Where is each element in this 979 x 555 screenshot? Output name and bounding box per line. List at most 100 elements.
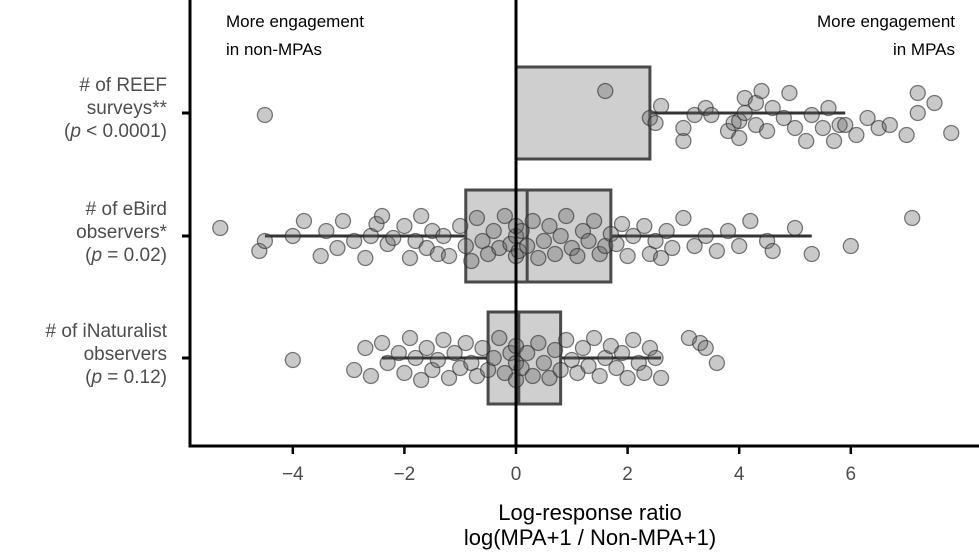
data-point bbox=[379, 354, 396, 372]
data-point bbox=[385, 229, 402, 247]
data-point bbox=[312, 247, 329, 265]
data-point bbox=[535, 354, 553, 372]
p-open: ( bbox=[85, 245, 92, 266]
y-label-inaturalist-p: (p = 0.12) bbox=[46, 366, 167, 389]
data-point bbox=[357, 339, 374, 357]
data-point bbox=[636, 364, 653, 382]
data-point bbox=[647, 114, 664, 132]
data-point bbox=[625, 331, 642, 349]
data-point bbox=[608, 235, 625, 253]
data-point bbox=[379, 235, 396, 253]
data-point bbox=[580, 357, 597, 375]
data-point bbox=[664, 239, 681, 257]
data-point bbox=[647, 232, 664, 250]
data-point bbox=[435, 227, 452, 245]
data-point bbox=[574, 339, 592, 357]
data-point bbox=[346, 232, 363, 250]
y-label-reef-line2: surveys** bbox=[86, 98, 167, 119]
data-point bbox=[820, 99, 837, 117]
data-point bbox=[613, 215, 631, 233]
data-point bbox=[753, 82, 770, 100]
data-point bbox=[368, 215, 385, 233]
data-point bbox=[597, 82, 614, 100]
data-point bbox=[552, 361, 569, 379]
data-point bbox=[485, 349, 502, 367]
data-point bbox=[719, 222, 737, 240]
y-label-reef: # of REEF surveys** (p < 0.0001) bbox=[64, 74, 167, 143]
data-point bbox=[786, 219, 804, 237]
box-iqr bbox=[486, 310, 563, 406]
data-point bbox=[563, 239, 580, 257]
data-point bbox=[591, 367, 608, 385]
annotation-non-mpa: More engagement in non-MPAs bbox=[226, 8, 364, 64]
data-point bbox=[256, 232, 274, 250]
data-point bbox=[831, 116, 848, 134]
data-point bbox=[647, 349, 664, 367]
data-point bbox=[541, 217, 558, 235]
data-point bbox=[334, 212, 352, 230]
data-point bbox=[396, 217, 413, 235]
data-point bbox=[675, 209, 692, 227]
data-point bbox=[842, 237, 859, 255]
data-point bbox=[742, 212, 759, 230]
data-point bbox=[926, 94, 943, 112]
data-point bbox=[758, 232, 776, 250]
data-point bbox=[412, 207, 430, 225]
data-point bbox=[909, 84, 926, 102]
x-axis-title-line1: Log-response ratio bbox=[498, 500, 682, 525]
data-point bbox=[373, 207, 391, 225]
p-open: ( bbox=[64, 121, 71, 142]
data-point bbox=[630, 354, 647, 372]
box-iqr bbox=[514, 65, 652, 161]
data-point bbox=[580, 232, 597, 250]
data-point bbox=[591, 245, 608, 263]
y-label-ebird: # of eBird observers* (p = 0.02) bbox=[76, 198, 167, 267]
data-point bbox=[496, 207, 513, 225]
x-axis-title-line2: log(MPA+1 / Non-MPA+1) bbox=[463, 525, 717, 550]
data-point bbox=[904, 209, 921, 227]
data-point bbox=[574, 222, 592, 240]
data-point bbox=[457, 334, 474, 352]
data-point bbox=[558, 331, 575, 349]
data-point bbox=[909, 104, 926, 122]
data-point bbox=[731, 129, 748, 147]
data-point bbox=[463, 252, 480, 270]
data-point bbox=[284, 227, 301, 245]
data-point bbox=[552, 227, 569, 245]
annotation-non-mpa-line2: in non-MPAs bbox=[226, 40, 323, 59]
p-symbol: p bbox=[70, 121, 81, 142]
y-label-reef-p: (p < 0.0001) bbox=[64, 120, 167, 143]
data-point bbox=[513, 222, 530, 240]
x-tick-label: −4 bbox=[282, 464, 304, 485]
annotation-mpa-line1: More engagement bbox=[817, 12, 955, 31]
data-point bbox=[329, 239, 346, 257]
data-point bbox=[546, 341, 564, 359]
data-point bbox=[452, 217, 469, 235]
data-point bbox=[362, 367, 380, 385]
data-point bbox=[546, 245, 564, 263]
data-point bbox=[429, 351, 447, 369]
data-point bbox=[775, 109, 792, 127]
x-tick-label: −2 bbox=[394, 464, 416, 485]
x-tick-label: 0 bbox=[511, 464, 522, 485]
data-point bbox=[675, 132, 692, 150]
data-point bbox=[435, 331, 452, 349]
data-point bbox=[641, 339, 659, 357]
data-point bbox=[658, 222, 675, 240]
data-point bbox=[519, 237, 536, 255]
y-label-inaturalist-line2: observers bbox=[83, 344, 167, 365]
data-point bbox=[373, 334, 391, 352]
p-symbol: p bbox=[91, 245, 103, 266]
data-point bbox=[764, 99, 781, 117]
data-point bbox=[558, 207, 575, 225]
p-symbol: p bbox=[91, 367, 103, 388]
data-point bbox=[703, 106, 720, 124]
data-point bbox=[619, 247, 636, 265]
data-point bbox=[424, 361, 441, 379]
y-label-ebird-p: (p = 0.02) bbox=[76, 244, 167, 267]
data-point bbox=[446, 344, 463, 362]
data-point bbox=[513, 359, 530, 377]
data-point bbox=[613, 344, 631, 362]
data-point bbox=[535, 232, 553, 250]
